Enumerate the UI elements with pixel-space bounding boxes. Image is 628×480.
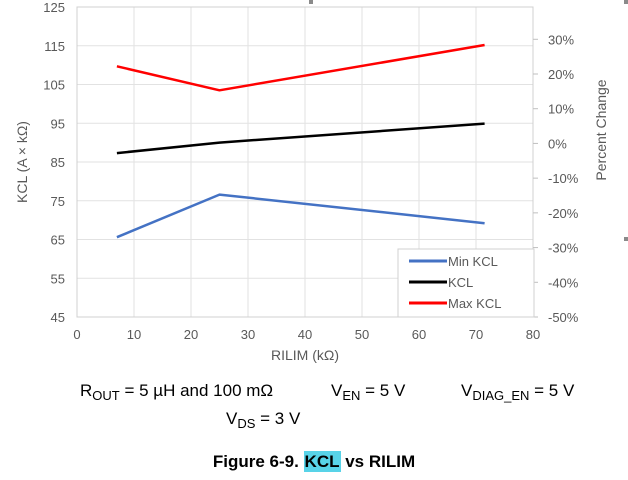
series-line-max-kcl [116, 43, 485, 92]
condition-ven: VEN = 5 V [331, 381, 406, 403]
series-line-kcl [116, 122, 485, 155]
plot-area-border [76, 6, 534, 318]
x-tick-label: 80 [526, 327, 540, 342]
condition-vdiag-en: VDIAG_EN = 5 V [461, 381, 575, 403]
y-tick-label: 85 [51, 155, 65, 170]
figure-title-suffix: vs RILIM [340, 452, 416, 471]
figure-title-highlight: KCL [303, 451, 341, 472]
ven-value: = 5 V [360, 381, 406, 400]
x-tick-label: 70 [469, 327, 483, 342]
legend-label-min-kcl: Min KCL [448, 254, 498, 269]
x-tick-label: 20 [184, 327, 198, 342]
x-tick-label: 50 [355, 327, 369, 342]
vds-value: = 3 V [255, 409, 301, 428]
vdiag-symbol: V [461, 381, 473, 400]
kcl-vs-rilim-chart: 45 55 65 75 85 95 105 115 125 -50% -40% -30% -20% -1… [14, 0, 609, 363]
figure-title-prefix: Figure 6-9. [212, 452, 304, 471]
y-tick-label: 115 [44, 39, 65, 54]
y-tick-label: 65 [51, 233, 65, 248]
legend-label-max-kcl: Max KCL [448, 296, 501, 311]
legend: Min KCL KCL Max KCL [397, 248, 535, 318]
right-axis-tick-label: 10% [548, 102, 574, 117]
vds-symbol: V [226, 409, 238, 428]
right-axis-title: Percent Change [593, 79, 609, 180]
legend-label-kcl: KCL [448, 275, 473, 290]
x-axis-tick-labels: 0 10 20 30 40 50 60 70 80 [73, 327, 540, 342]
x-tick-label: 10 [127, 327, 141, 342]
selection-handle-right[interactable] [624, 237, 628, 241]
ven-symbol: V [331, 381, 343, 400]
right-axis-tick-label: 30% [548, 32, 574, 47]
y-tick-label: 95 [51, 116, 65, 131]
y-tick-label: 105 [43, 78, 65, 93]
right-axis-tick-label: -40% [548, 275, 579, 290]
ven-subscript: EN [342, 388, 361, 403]
x-tick-label: 0 [73, 327, 80, 342]
vdiag-value: = 5 V [529, 381, 575, 400]
right-axis-tick-label: -50% [548, 310, 579, 325]
right-axis-tick-label: -10% [548, 171, 579, 186]
left-axis-tick-labels: 45 55 65 75 85 95 105 115 125 [43, 0, 65, 325]
selection-handle-top-right[interactable] [624, 0, 628, 4]
series-line-min-kcl [116, 193, 485, 239]
selection-handle-top[interactable] [309, 0, 313, 4]
vdiag-subscript: DIAG_EN [472, 388, 530, 403]
y-tick-label: 55 [51, 271, 65, 286]
right-axis-tick-label: 0% [548, 136, 567, 151]
condition-rout: ROUT = 5 µH and 100 mΩ [80, 381, 274, 403]
rout-subscript: OUT [92, 388, 120, 403]
right-axis-tick-label: 20% [548, 67, 574, 82]
y-tick-label: 45 [51, 310, 65, 325]
y-axis-title: KCL (A × kΩ) [14, 121, 30, 203]
rout-value: = 5 µH and 100 mΩ [119, 381, 274, 400]
x-axis-title: RILIM (kΩ) [271, 347, 339, 363]
right-axis-tick-label: -20% [548, 206, 579, 221]
x-tick-label: 60 [412, 327, 426, 342]
rout-symbol: R [80, 381, 93, 400]
figure-title: Figure 6-9. KCL vs RILIM [0, 451, 628, 472]
series-lines [116, 43, 485, 239]
condition-vds: VDS = 3 V [226, 409, 301, 431]
vds-subscript: DS [237, 416, 256, 431]
x-tick-label: 30 [241, 327, 255, 342]
right-axis-tick-labels: -50% -40% -30% -20% -10% 0% 10% 20% 30% [533, 32, 579, 325]
x-tick-label: 40 [298, 327, 312, 342]
y-tick-label: 125 [43, 0, 65, 15]
y-tick-label: 75 [51, 194, 65, 209]
right-axis-tick-label: -30% [548, 241, 579, 256]
